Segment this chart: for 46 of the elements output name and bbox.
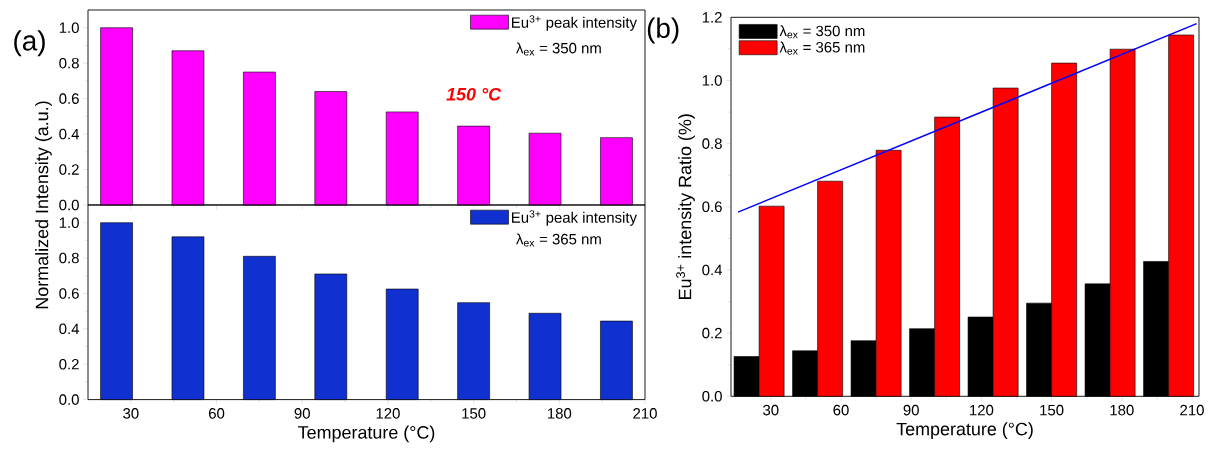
x-tick-label: 210 bbox=[633, 408, 657, 419]
y-tick-label: 1.0 bbox=[59, 217, 79, 228]
legend-label: λ$_{ex}$ = 365 nm bbox=[779, 41, 865, 55]
y-tick-label: 0.4 bbox=[59, 323, 80, 335]
y-axis-title: Normalized Intensity (a.u.) bbox=[35, 101, 52, 309]
x-tick-label: 150 bbox=[1040, 404, 1064, 416]
legend-label: Eu$^{3+}$ peak intensity bbox=[512, 210, 637, 226]
x-axis-title: Temperature (°C) bbox=[298, 425, 435, 443]
x-tick-label: 60 bbox=[833, 404, 849, 416]
y-tick-label: 1.2 bbox=[702, 12, 722, 23]
x-axis-title: Temperature (°C) bbox=[896, 422, 1033, 439]
y-tick-label: 0.6 bbox=[702, 201, 722, 213]
x-tick-label: 90 bbox=[903, 404, 919, 416]
y-tick-label: 0.2 bbox=[59, 164, 79, 175]
text: (a) bbox=[14, 30, 45, 57]
x-tick-label: 30 bbox=[763, 404, 779, 416]
y-tick-label: 0.8 bbox=[59, 57, 79, 69]
y-tick-label: 0.4 bbox=[59, 128, 80, 140]
x-tick-label: 120 bbox=[970, 404, 994, 416]
x-tick-label: 210 bbox=[1180, 404, 1204, 416]
y-tick-label: 1.0 bbox=[59, 22, 79, 34]
x-tick-label: 180 bbox=[547, 408, 572, 419]
legend-label: λ$_{ex}$ = 350 nm bbox=[779, 25, 865, 39]
y-tick-label: 0.8 bbox=[59, 252, 79, 264]
y-tick-label: 0.0 bbox=[59, 199, 79, 211]
y-tick-label: 0.6 bbox=[59, 288, 79, 299]
x-tick-label: 30 bbox=[123, 408, 139, 419]
text: (b) bbox=[647, 17, 679, 44]
y-tick-label: 0.0 bbox=[59, 394, 79, 405]
x-tick-label: 90 bbox=[294, 408, 310, 419]
y-tick-label: 1.0 bbox=[702, 75, 722, 86]
x-tick-label: 180 bbox=[1110, 404, 1134, 416]
annotation: 150 °C bbox=[446, 87, 502, 101]
y-tick-label: 0.2 bbox=[702, 327, 722, 339]
y-tick-label: 0.4 bbox=[702, 264, 723, 276]
annotation: λ$_{ex}$ = 365 nm bbox=[516, 233, 601, 247]
annotation: λ$_{ex}$ = 350 nm bbox=[516, 42, 601, 56]
y-tick-label: 0.2 bbox=[59, 358, 79, 370]
x-tick-label: 150 bbox=[462, 408, 486, 419]
y-tick-label: 0.8 bbox=[702, 138, 722, 149]
x-tick-label: 60 bbox=[208, 408, 225, 419]
y-axis-title: Eu$^{3+}$ intensity Ratio (%) bbox=[676, 114, 695, 299]
y-tick-label: 0.6 bbox=[59, 93, 79, 104]
x-tick-label: 120 bbox=[376, 408, 400, 419]
legend-label: Eu$^{3+}$ peak intensity bbox=[512, 15, 637, 31]
y-tick-label: 0.0 bbox=[702, 391, 722, 402]
